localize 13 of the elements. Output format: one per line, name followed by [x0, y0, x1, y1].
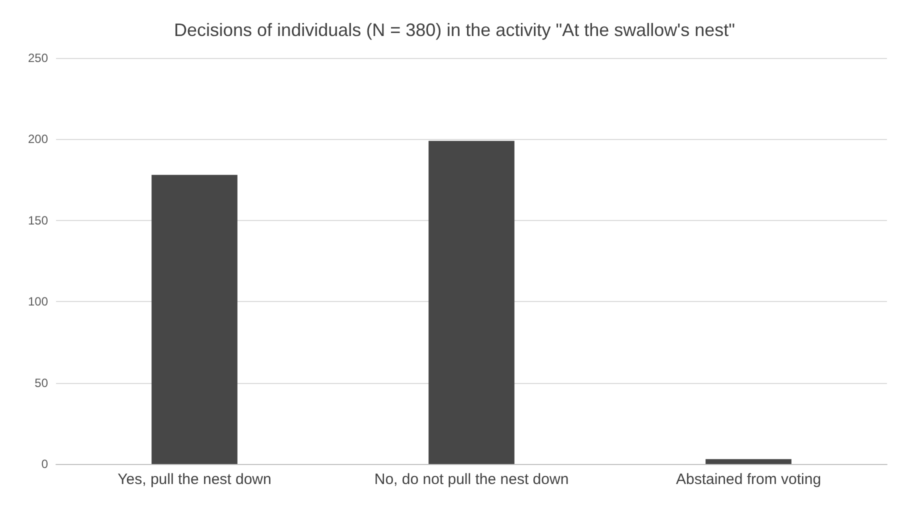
x-tick-label: No, do not pull the nest down — [374, 471, 569, 488]
chart-title: Decisions of individuals (N = 380) in the activity "At the swallow's nest" — [174, 20, 735, 40]
y-tick-label: 200 — [28, 132, 48, 146]
x-tick-label: Abstained from voting — [676, 471, 822, 488]
y-tick-label: 100 — [28, 294, 48, 309]
bar — [428, 140, 514, 464]
y-tick-label: 150 — [28, 213, 48, 228]
x-tick-label: Yes, pull the nest down — [118, 471, 272, 488]
y-tick-label: 250 — [28, 51, 48, 65]
y-tick-label: 0 — [41, 457, 48, 471]
bar — [706, 459, 792, 464]
bar — [152, 174, 238, 464]
y-tick-label: 50 — [34, 376, 48, 390]
